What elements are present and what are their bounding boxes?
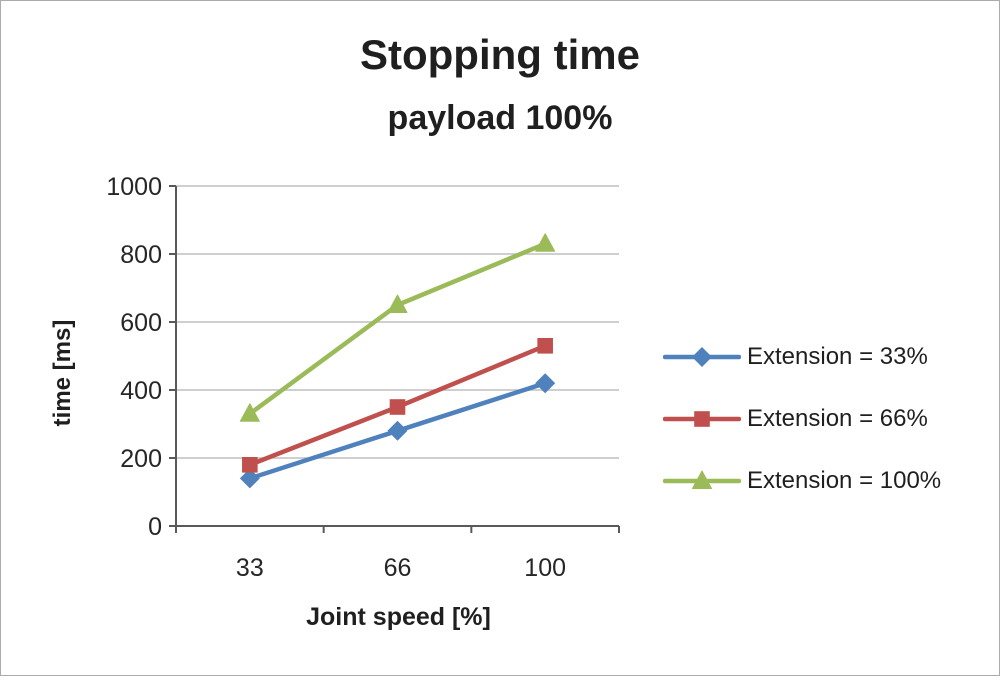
- chart-subtitle: payload 100%: [387, 99, 613, 137]
- y-tick-label: 1000: [106, 173, 162, 201]
- square-marker: [242, 457, 258, 473]
- x-tick-label: 100: [524, 554, 566, 582]
- legend-item: Extension = 33%: [663, 336, 941, 378]
- x-tick-label: 33: [236, 554, 264, 582]
- diamond-marker: [692, 347, 712, 367]
- legend-swatch-square-icon: [663, 411, 741, 427]
- x-tick-label: 66: [384, 554, 412, 582]
- y-tick-label: 800: [120, 241, 162, 269]
- square-marker: [389, 399, 406, 415]
- triangle-marker: [387, 294, 408, 313]
- square-marker: [537, 338, 553, 354]
- y-tick-label: 200: [120, 445, 162, 473]
- legend-item: Extension = 66%: [663, 398, 941, 440]
- legend-label: Extension = 66%: [747, 405, 928, 432]
- legend-swatch-diamond-icon: [663, 347, 741, 367]
- legend-item: Extension = 100%: [663, 460, 941, 502]
- square-marker: [694, 411, 710, 427]
- legend-label: Extension = 33%: [747, 343, 928, 370]
- diamond-marker: [387, 420, 408, 441]
- triangle-marker: [535, 233, 556, 252]
- triangle-marker: [239, 403, 260, 422]
- diamond-marker: [239, 468, 260, 489]
- diamond-marker: [535, 373, 556, 394]
- legend-label: Extension = 100%: [747, 467, 942, 494]
- y-tick-label: 400: [120, 377, 162, 405]
- series-line: [247, 241, 548, 417]
- chart-title: Stopping time: [360, 31, 640, 78]
- triangle-marker: [692, 470, 712, 489]
- y-axis-title: time [ms]: [49, 319, 76, 427]
- legend-swatch-triangle-icon: [663, 470, 741, 489]
- legend: Extension = 33% Extension = 66% Extension …: [663, 336, 941, 522]
- y-tick-label: 600: [120, 309, 162, 337]
- y-tick-label: 0: [148, 513, 162, 541]
- x-axis-title: Joint speed [%]: [306, 603, 491, 631]
